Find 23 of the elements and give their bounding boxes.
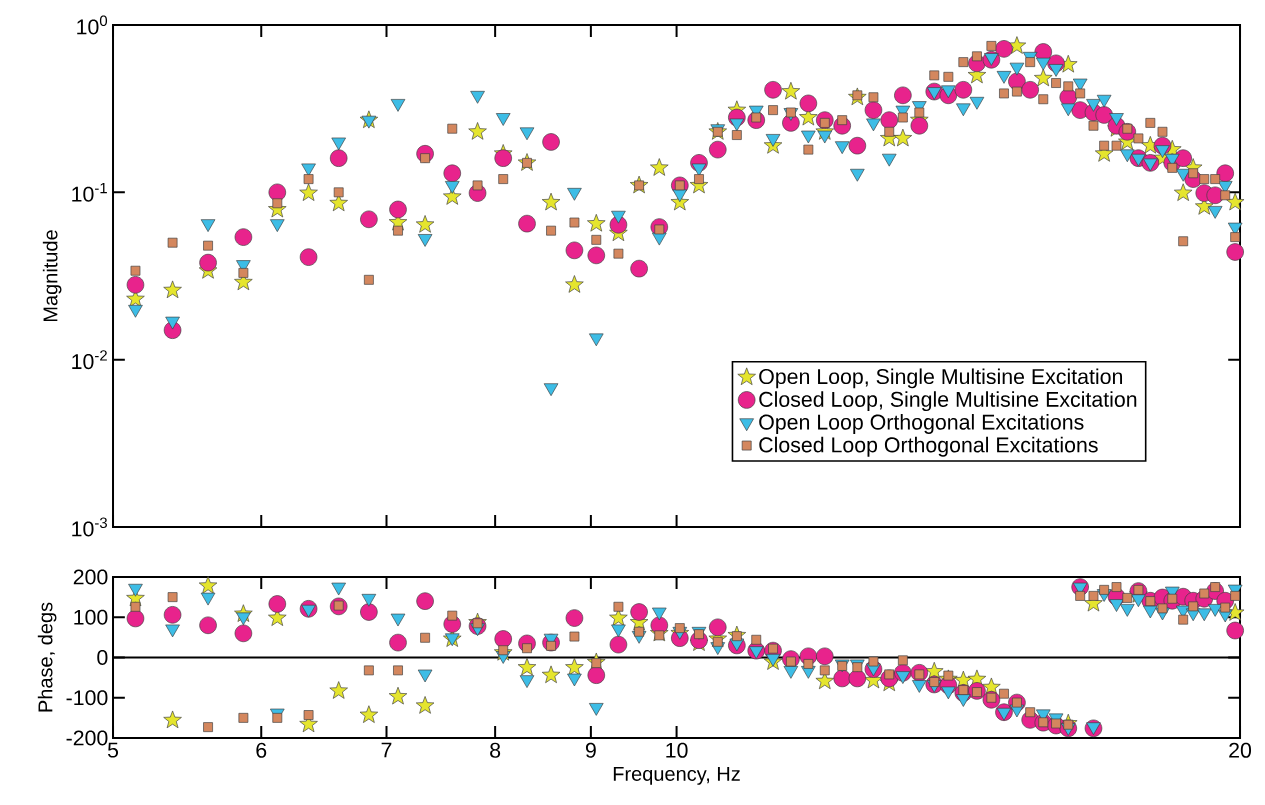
y-axis-title: Magnitude [42,230,62,322]
y-tick-label: 10$^{-3}$ [72,517,107,537]
x-tick-label: 5 [107,742,119,758]
y-tick-label: 10$^{-2}$ [72,350,107,370]
x-tick-label: 6 [256,742,267,758]
y-tick-label: 10$^{-1}$ [72,182,107,202]
x-tick-label: 9 [585,742,596,758]
y-axis-title: Phase, degs [37,602,57,712]
y-tick-label: 0 [97,649,108,666]
y-tick-label: -100 [66,690,108,706]
x-tick-label: 8 [490,742,501,758]
y-tick-label: -200 [66,730,108,746]
y-tick-label: 10$^{0}$ [77,15,108,35]
x-tick-label: 7 [381,742,392,758]
y-tick-label: 100 [74,609,108,625]
legend-label: Closed Loop Orthogonal Excitations [759,436,1098,457]
legend-label: Open Loop Orthogonal Excitations [759,414,1084,434]
legend-label: Closed Loop, Single Multisine Excitation [759,391,1137,412]
y-tick-label: 200 [73,569,108,585]
x-axis-title: Frequency, Hz [613,766,740,785]
legend-label: Open Loop, Single Multisine Excitation [759,368,1123,389]
x-tick-label: 10 [666,742,688,758]
x-tick-label: 20 [1229,742,1252,758]
